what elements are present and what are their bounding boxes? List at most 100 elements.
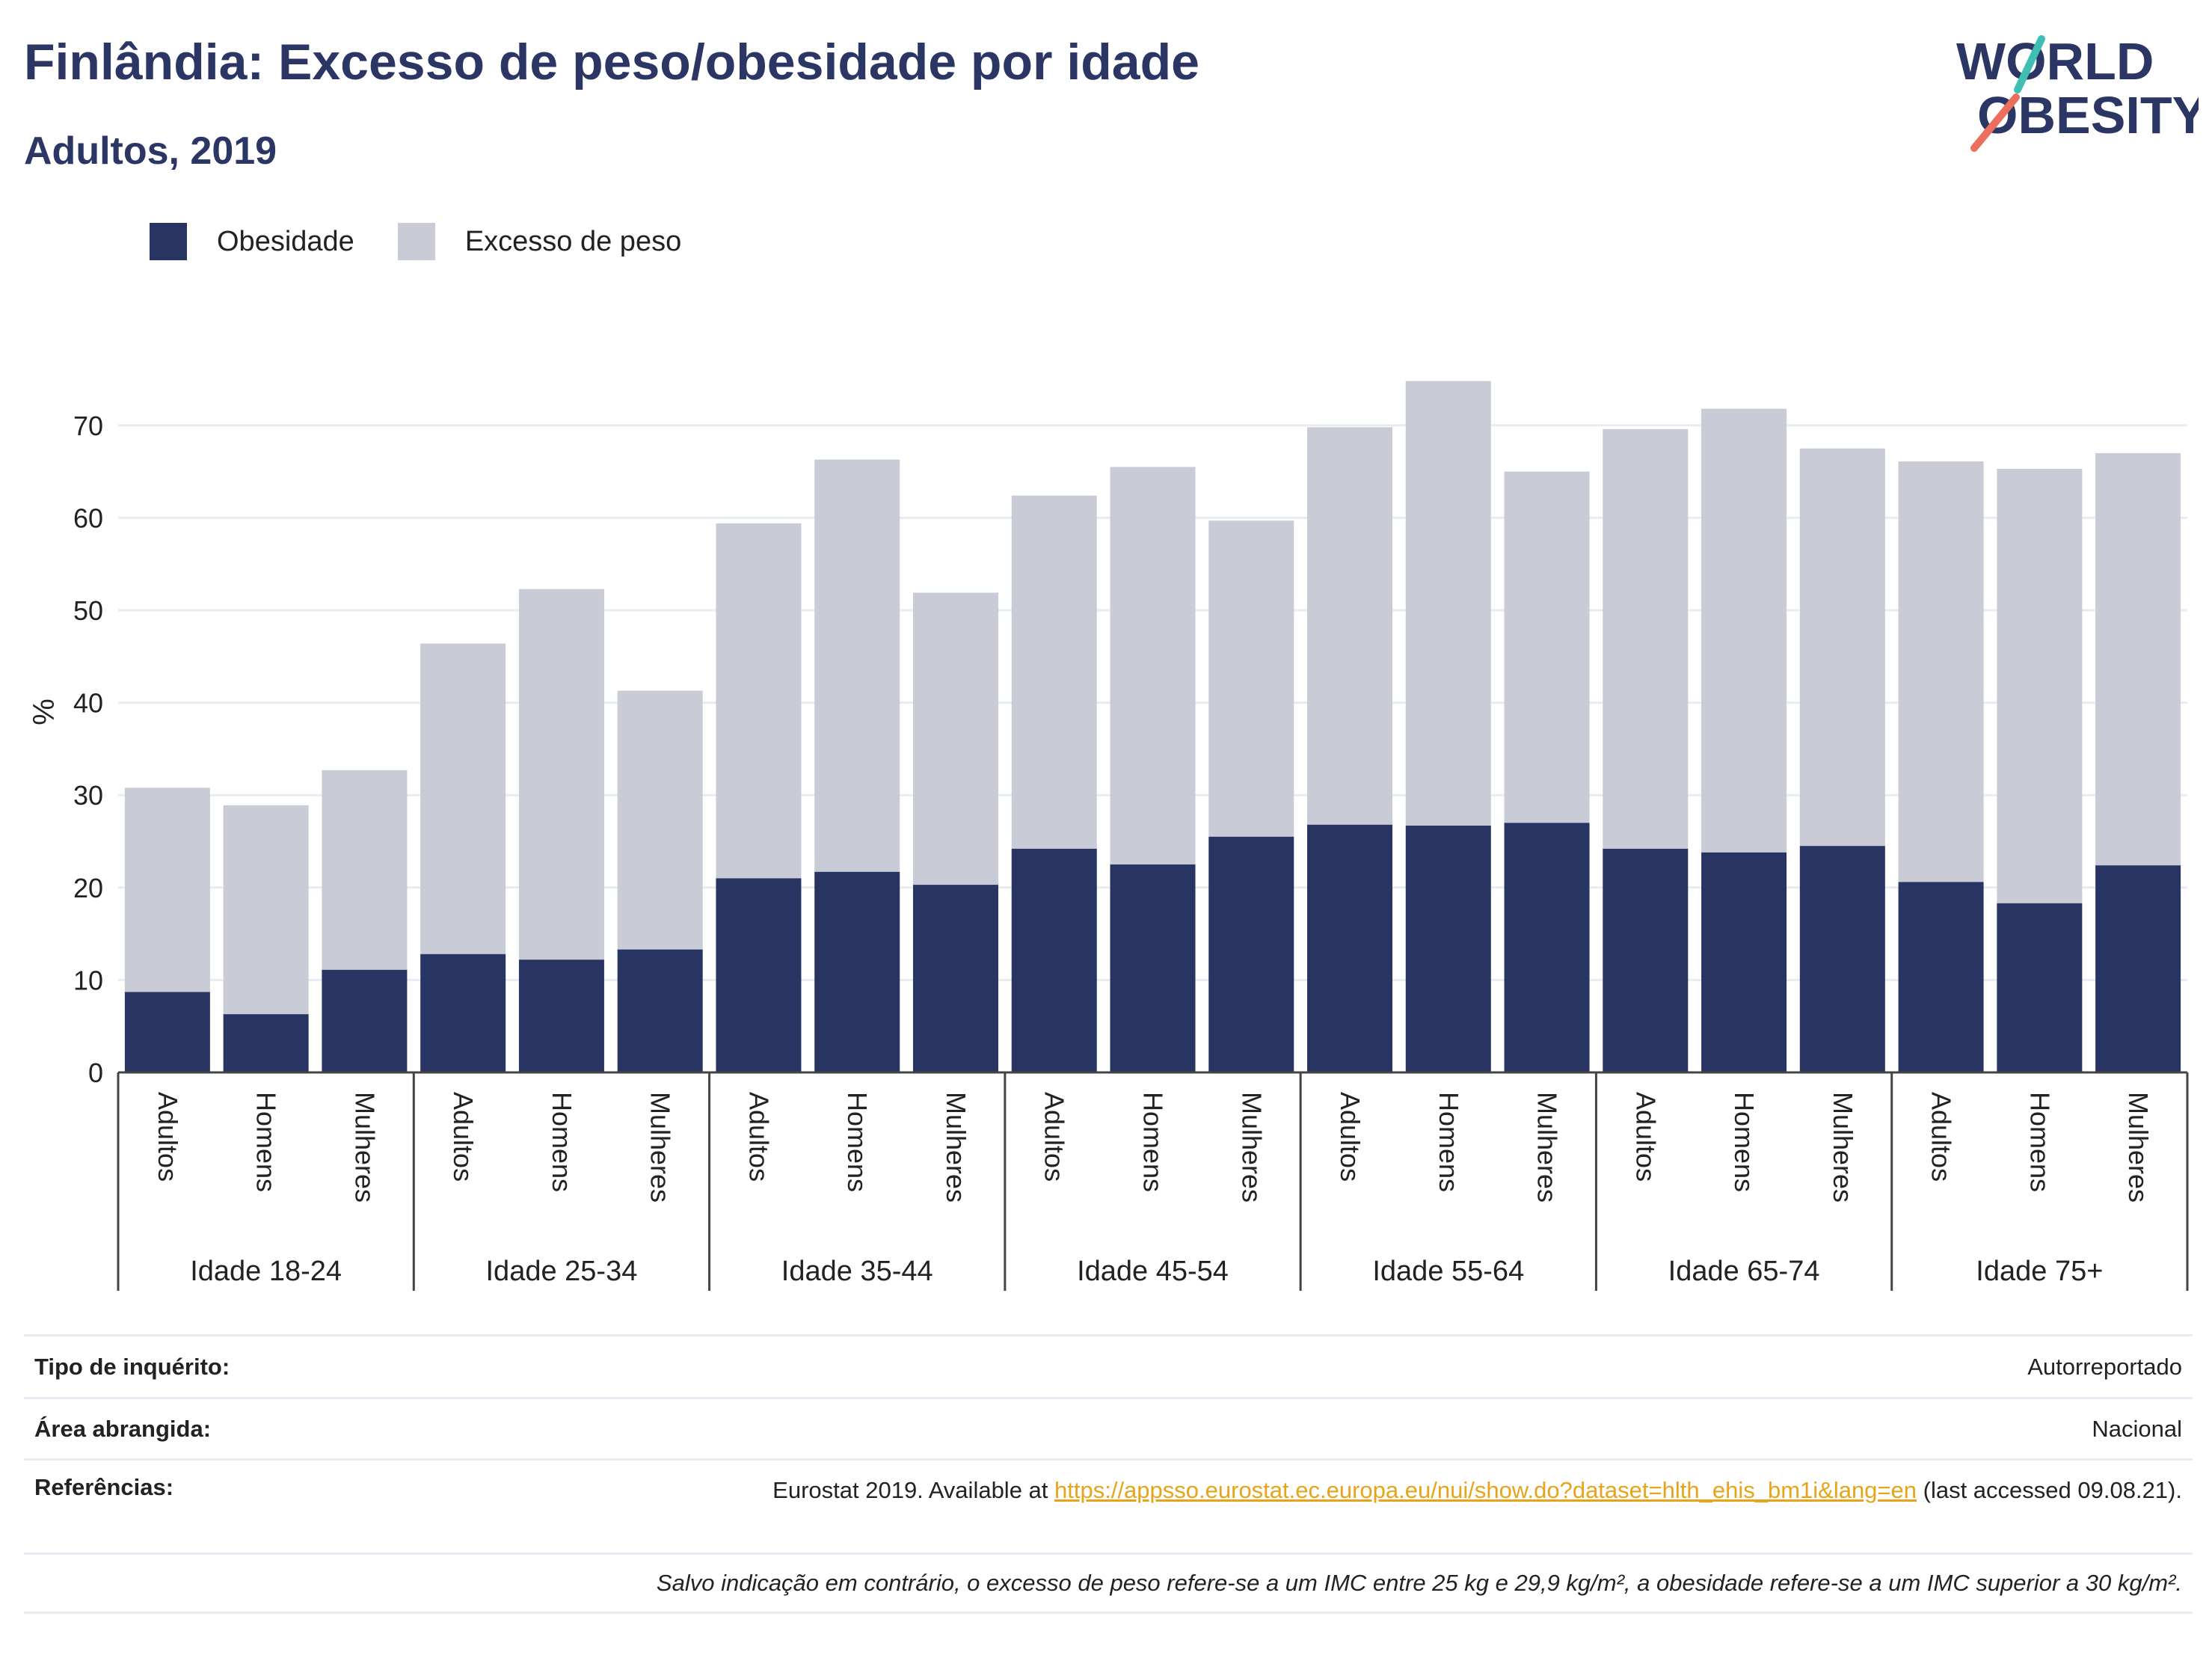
- meta-row-note: Salvo indicação em contrário, o excesso …: [24, 1553, 2193, 1614]
- legend-label-overweight: Excesso de peso: [464, 225, 682, 257]
- x-tick-label: Mulheres: [941, 1092, 971, 1203]
- legend: Obesidade Excesso de peso: [150, 221, 725, 262]
- definition-note: Salvo indicação em contrário, o excesso …: [656, 1570, 2182, 1596]
- bar-overweight: [2095, 452, 2181, 866]
- x-tick-label: Mulheres: [2123, 1092, 2154, 1203]
- bar-obesity: [1603, 848, 1689, 1072]
- bar-overweight: [1504, 471, 1590, 823]
- meta-survey-value: Autorreportado: [2027, 1353, 2182, 1380]
- page-subtitle: Adultos, 2019: [24, 129, 277, 173]
- meta-row-survey: Tipo de inquérito: Autorreportado: [24, 1334, 2193, 1397]
- y-tick-label: 50: [73, 595, 103, 626]
- bar-obesity: [1898, 882, 1984, 1072]
- x-tick-label: Homens: [2024, 1092, 2055, 1192]
- x-tick-label: Homens: [842, 1092, 873, 1192]
- world-obesity-logo: WORLD OBESITY: [1956, 32, 2199, 152]
- bar-obesity: [912, 885, 998, 1072]
- meta-area-key: Área abrangida:: [34, 1415, 212, 1442]
- legend-item-overweight[interactable]: Excesso de peso: [397, 223, 682, 260]
- x-tick-label: Mulheres: [349, 1092, 380, 1203]
- meta-row-area: Área abrangida: Nacional: [24, 1397, 2193, 1458]
- bar-overweight: [1898, 461, 1984, 882]
- bar-obesity: [1504, 823, 1590, 1072]
- bar-obesity: [1701, 852, 1787, 1072]
- bar-overweight: [617, 690, 703, 950]
- logo-slash-teal: [2014, 35, 2045, 93]
- bar-obesity: [420, 954, 506, 1072]
- y-tick-label: 60: [73, 503, 103, 533]
- group-label: Idade 75+: [1976, 1256, 2103, 1287]
- bar-obesity: [1997, 903, 2083, 1072]
- bar-overweight: [1208, 521, 1294, 837]
- y-tick-label: 70: [73, 411, 103, 441]
- meta-row-references: Referências: Eurostat 2019. Available at…: [24, 1458, 2193, 1553]
- x-tick-label: Homens: [547, 1092, 577, 1192]
- bar-obesity: [814, 871, 900, 1072]
- bar-obesity: [1405, 825, 1491, 1072]
- x-tick-label: Adultos: [1039, 1092, 1070, 1182]
- x-tick-label: Adultos: [153, 1092, 183, 1182]
- group-label: Idade 55-64: [1372, 1256, 1524, 1287]
- bar-obesity: [1208, 836, 1294, 1072]
- bar-overweight: [1405, 381, 1491, 826]
- bar-overweight: [124, 787, 210, 992]
- bar-overweight: [1307, 427, 1393, 825]
- x-tick-label: Mulheres: [1828, 1092, 1858, 1203]
- bar-obesity: [716, 878, 802, 1072]
- x-tick-label: Homens: [1434, 1092, 1464, 1192]
- logo-line1: WORLD: [1956, 32, 2154, 90]
- bar-overweight: [1997, 468, 2083, 903]
- x-tick-label: Homens: [1138, 1092, 1169, 1192]
- group-label: Idade 35-44: [781, 1256, 933, 1287]
- page-title: Finlândia: Excesso de peso/obesidade por…: [24, 34, 1199, 90]
- legend-item-obesity[interactable]: Obesidade: [150, 223, 354, 260]
- bar-overweight: [814, 459, 900, 872]
- meta-survey-key: Tipo de inquérito:: [34, 1353, 230, 1380]
- y-tick-label: 0: [88, 1057, 103, 1088]
- y-tick-label: 20: [73, 873, 103, 903]
- bar-obesity: [223, 1014, 309, 1072]
- x-tick-label: Adultos: [1630, 1092, 1661, 1182]
- metadata-table: Tipo de inquérito: Autorreportado Área a…: [24, 1334, 2193, 1614]
- legend-label-obesity: Obesidade: [217, 225, 354, 257]
- group-label: Idade 65-74: [1668, 1256, 1820, 1287]
- bar-overweight: [1110, 467, 1196, 865]
- bar-obesity: [322, 969, 408, 1072]
- meta-refs-value: Eurostat 2019. Available at https://apps…: [772, 1474, 2182, 1553]
- meta-refs-suffix: (last accessed 09.08.21).: [1917, 1477, 2182, 1503]
- bar-overweight: [716, 523, 802, 879]
- bar-overweight: [223, 805, 309, 1015]
- x-tick-label: Mulheres: [645, 1092, 676, 1203]
- group-label: Idade 25-34: [486, 1256, 638, 1287]
- bar-obesity: [1011, 848, 1097, 1072]
- bar-overweight: [518, 589, 604, 960]
- bar-overweight: [420, 643, 506, 954]
- meta-refs-key: Referências:: [34, 1474, 174, 1500]
- x-tick-label: Homens: [251, 1092, 282, 1192]
- group-label: Idade 18-24: [190, 1256, 342, 1287]
- x-tick-label: Homens: [1729, 1092, 1760, 1192]
- logo-slash-coral: [1970, 93, 2020, 152]
- y-tick-label: 40: [73, 688, 103, 719]
- legend-swatch-overweight: [397, 223, 435, 260]
- group-label: Idade 45-54: [1077, 1256, 1229, 1287]
- y-tick-label: 10: [73, 965, 103, 995]
- bar-obesity: [1307, 824, 1393, 1072]
- bar-overweight: [1799, 448, 1885, 847]
- bar-obesity: [1799, 846, 1885, 1072]
- bar-obesity: [617, 949, 703, 1072]
- bar-overweight: [322, 770, 408, 970]
- reference-link[interactable]: https://appsso.eurostat.ec.europa.eu/nui…: [1054, 1477, 1917, 1503]
- bar-obesity: [124, 992, 210, 1072]
- bar-obesity: [2095, 865, 2181, 1072]
- x-tick-label: Mulheres: [1532, 1092, 1563, 1203]
- bar-overweight: [912, 592, 998, 885]
- x-tick-label: Adultos: [1926, 1092, 1957, 1182]
- x-tick-label: Adultos: [448, 1092, 479, 1182]
- x-tick-label: Mulheres: [1236, 1092, 1267, 1203]
- logo-line2: OBESITY: [1977, 86, 2199, 144]
- y-axis-label: %: [28, 698, 61, 725]
- bar-overweight: [1603, 429, 1689, 849]
- bar-overweight: [1011, 495, 1097, 849]
- y-tick-label: 30: [73, 780, 103, 811]
